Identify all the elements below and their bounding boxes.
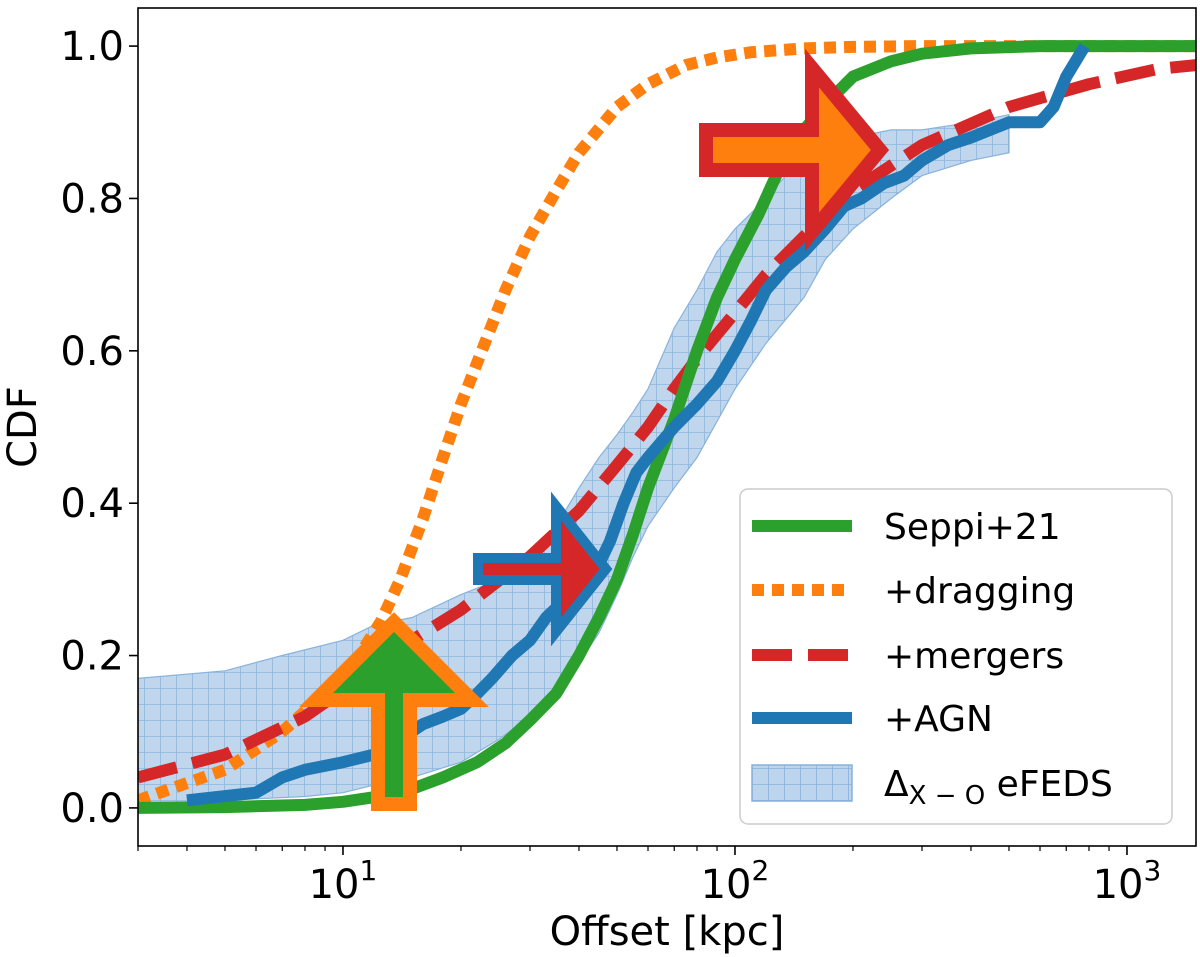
- legend-label-mergers: +mergers: [884, 636, 1064, 677]
- x-tick-label: 102: [701, 854, 770, 908]
- legend-band-rest: eFEDS: [985, 764, 1113, 805]
- y-tick-label: 1.0: [60, 24, 124, 70]
- up-arrow: [299, 612, 489, 811]
- legend-band-delta: Δ: [884, 764, 909, 805]
- y-tick-label: 0.4: [60, 481, 124, 527]
- y-tick-label: 0.8: [60, 176, 124, 222]
- legend-label-seppi: Seppi+21: [884, 507, 1061, 548]
- legend-frame: [739, 488, 1173, 825]
- plot-frame: [137, 7, 1197, 847]
- x-tick-label: 103: [1093, 854, 1162, 908]
- plot-area: [138, 40, 1196, 814]
- y-tick-label: 0.6: [60, 329, 124, 375]
- legend: Seppi+21 +dragging +mergers +AGN ΔX − O …: [739, 488, 1173, 825]
- x-axis: 101 102 103: [137, 846, 1162, 908]
- legend-label-band: ΔX − O eFEDS: [884, 764, 1113, 811]
- legend-label-dragging: +dragging: [884, 571, 1075, 612]
- series-line-mergers: [138, 59, 1196, 784]
- y-tick-label: 0.2: [60, 634, 124, 680]
- x-axis-title: Offset [kpc]: [550, 909, 785, 955]
- legend-swatch-band: [751, 764, 853, 802]
- legend-label-agn: +AGN: [884, 699, 993, 740]
- right-arrow-large: [699, 48, 890, 252]
- y-tick-label: 0.0: [60, 786, 124, 832]
- legend-band-sub: X − O: [909, 781, 986, 811]
- y-axis: 0.0 0.2 0.4 0.6 0.8 1.0: [60, 24, 138, 832]
- y-axis-title: CDF: [0, 386, 46, 468]
- x-tick-label: 101: [309, 854, 378, 908]
- right-arrow-small: [473, 491, 613, 647]
- arrow-layer: [299, 48, 890, 811]
